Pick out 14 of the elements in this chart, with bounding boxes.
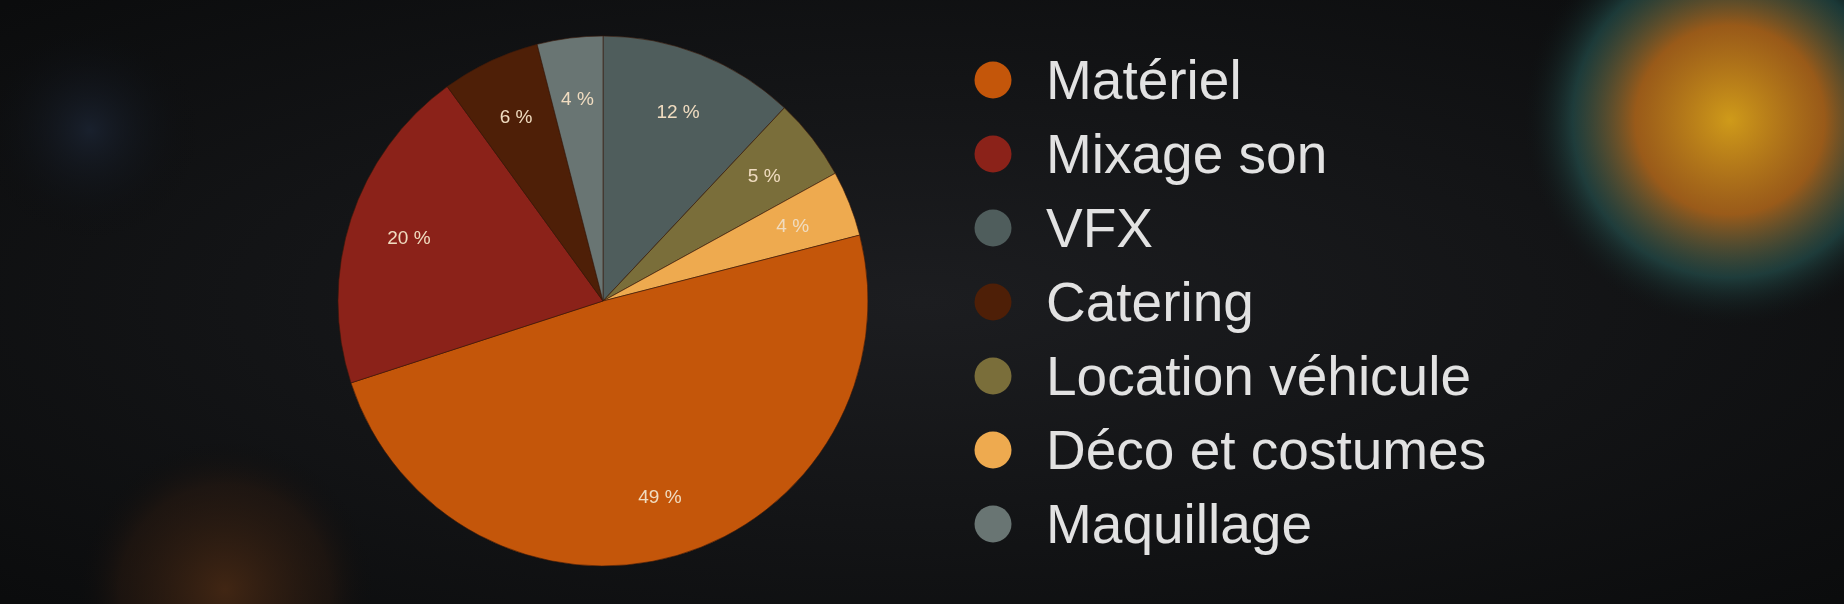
data-label: 4 % <box>561 88 594 110</box>
legend-label: Déco et costumes <box>1046 419 1487 481</box>
data-label: 20 % <box>387 227 431 249</box>
legend-label: VFX <box>1046 197 1153 259</box>
legend-label: Mixage son <box>1046 123 1328 185</box>
slice-label: Matériel <box>1046 49 1242 111</box>
legend-label: Location véhicule <box>1046 345 1472 407</box>
legend-label: Maquillage <box>1046 493 1313 555</box>
legend-label: Catering <box>1046 271 1254 333</box>
data-label: 6 % <box>499 105 533 127</box>
data-label: 12 % <box>656 100 700 122</box>
data-label: 49 % <box>638 486 682 508</box>
data-label: 5 % <box>747 165 781 187</box>
data-label: 4 % <box>776 215 810 237</box>
